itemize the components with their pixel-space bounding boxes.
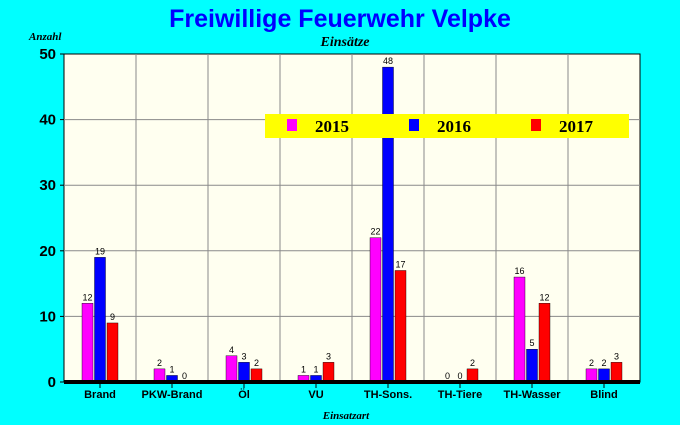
data-label: 16 [514,266,524,276]
data-label: 0 [445,371,450,381]
bar [238,362,250,383]
legend-label: 2017 [559,117,594,136]
y-tick-label: 0 [48,374,56,391]
data-label: 2 [157,358,162,368]
chart-title: Freiwillige Feuerwehr Velpke [169,5,511,33]
legend-label: 2016 [437,117,471,136]
x-tick-label: Brand [84,389,116,401]
x-axis-baseline [64,380,640,384]
data-label: 1 [169,364,174,374]
bar [610,362,623,383]
data-label: 0 [457,371,462,381]
x-tick-label: TH-Tiere [438,389,482,401]
legend-swatch [531,119,541,131]
bar [526,349,538,383]
data-label: 0 [182,371,187,381]
legend-swatch [287,119,297,131]
legend-swatch [409,119,419,131]
x-tick-label: Öl [238,388,250,401]
data-label: 1 [313,364,318,374]
data-label: 12 [82,292,92,302]
data-label: 22 [370,227,380,237]
y-tick-label: 30 [39,177,56,194]
y-tick-label: 40 [39,112,56,129]
data-label: 3 [326,351,331,361]
x-tick-label: TH-Sons. [364,389,412,401]
bar [94,257,106,383]
data-label: 12 [539,292,549,302]
data-label: 3 [241,351,246,361]
legend-box [265,114,629,138]
data-label: 48 [383,56,393,66]
data-label: 2 [601,358,606,368]
data-label: 2 [254,358,259,368]
data-label: 2 [589,358,594,368]
y-tick-label: 50 [39,46,56,63]
x-ticks: Brand PKW-Brand Öl VU TH-Sons. TH-Tiere TH-Was… [84,384,618,401]
bar [394,270,407,383]
data-label: 2 [470,358,475,368]
x-axis-label: Einsatzart [322,410,370,422]
y-tick-label: 20 [39,243,56,260]
y-axis-label: Anzahl [28,31,62,43]
y-tick-label: 10 [39,308,56,325]
bar [225,355,238,383]
legend-label: 2015 [315,117,349,136]
x-tick-label: PKW-Brand [142,389,203,401]
bar [322,362,335,383]
bar [369,237,382,383]
bar [106,322,119,383]
data-label: 5 [529,338,534,348]
data-label: 17 [395,259,405,269]
x-tick-label: TH-Wasser [503,389,561,401]
bar [81,303,94,383]
data-label: 19 [95,246,105,256]
y-ticks: 0 10 20 30 40 50 [39,46,64,391]
data-label: 4 [229,345,234,355]
x-tick-label: Blind [590,389,618,401]
data-label: 3 [614,351,619,361]
bars [81,66,623,383]
chart-subtitle: Einsätze [319,35,369,50]
data-label: 9 [110,312,115,322]
data-label: 1 [301,364,306,374]
bar [538,303,551,383]
legend: 2015 2016 2017 [265,114,629,138]
bar [513,276,526,383]
x-tick-label: VU [308,389,323,401]
